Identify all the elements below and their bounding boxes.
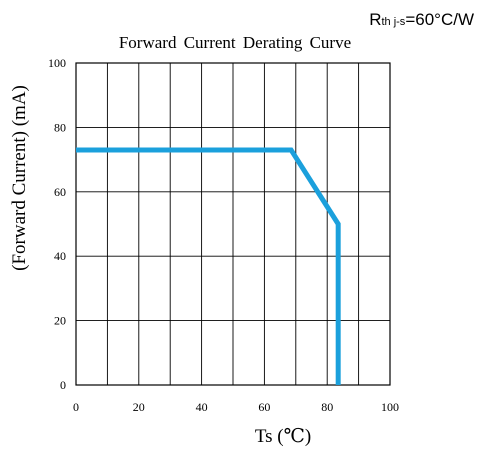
x-tick-label: 60	[258, 400, 270, 414]
y-tick-label: 40	[54, 249, 66, 263]
thermal-resistance-label: Rth j-s=60°C/W	[369, 10, 474, 29]
annotation-suffix: =60°C/W	[405, 10, 474, 29]
x-tick-label: 80	[321, 400, 333, 414]
y-axis-label: (Forward Current) (mA)	[9, 85, 30, 271]
chart-title: Forward Current Derating Curve	[119, 33, 351, 52]
annotation-subscript: th j-s	[381, 16, 405, 28]
tick-labels: 0 20 40 60 80 100 0 20 40 60 80 100	[48, 56, 399, 414]
x-tick-label: 100	[381, 400, 399, 414]
y-tick-label: 20	[54, 314, 66, 328]
x-axis-label: Ts (℃)	[255, 426, 311, 447]
y-tick-label: 80	[54, 120, 66, 134]
plot-frame	[75, 62, 391, 386]
y-tick-label: 100	[48, 56, 66, 70]
grid	[76, 63, 390, 385]
series-line	[76, 147, 341, 385]
y-tick-label: 0	[60, 378, 66, 392]
x-tick-label: 20	[133, 400, 145, 414]
y-tick-label: 60	[54, 185, 66, 199]
x-tick-label: 40	[196, 400, 208, 414]
annotation-prefix: R	[369, 10, 381, 29]
x-tick-label: 0	[73, 400, 79, 414]
series-layer	[76, 147, 341, 385]
